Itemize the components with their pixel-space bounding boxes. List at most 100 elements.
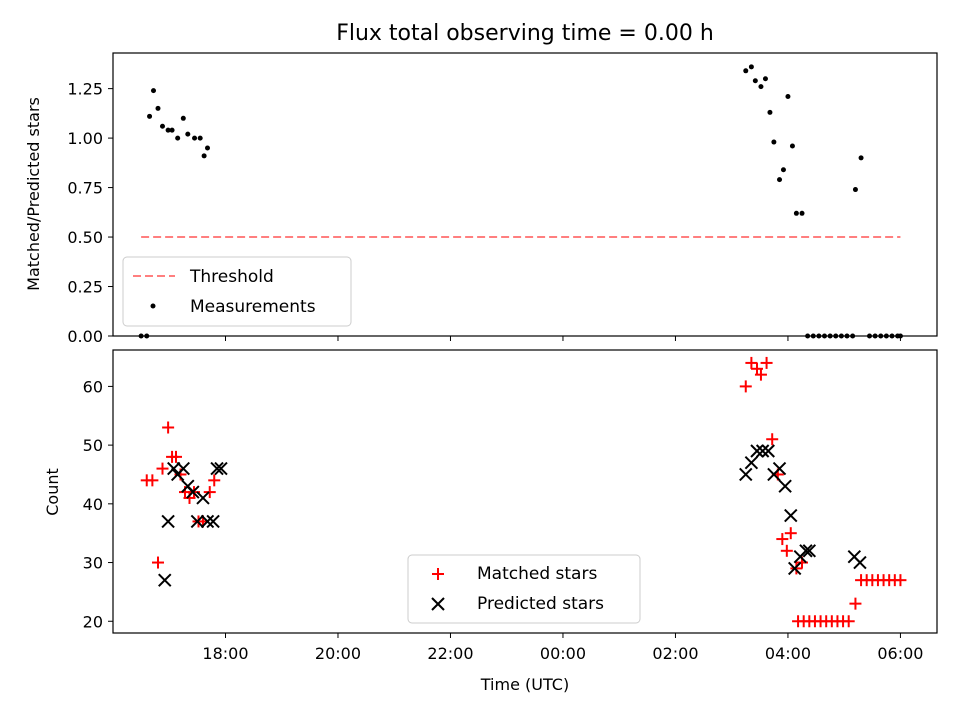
measurement-point: [175, 135, 181, 141]
measurement-point: [185, 131, 191, 137]
chart-title: Flux total observing time = 0.00 h: [336, 21, 714, 46]
ratio-panel-ylabel: Matched/Predicted stars: [24, 97, 43, 291]
measurement-point: [777, 177, 783, 183]
ratio-ytick-label: 1.25: [67, 80, 103, 99]
matched-star-point: [745, 356, 758, 369]
matched-star-point: [784, 527, 797, 540]
matched-legend-swatch: [432, 568, 444, 580]
count-ytick-label: 20: [83, 612, 103, 631]
measurement-point: [762, 76, 768, 82]
count-legend-frame: [407, 554, 641, 624]
matched-star-point: [842, 615, 855, 628]
predicted-star-point: [167, 461, 181, 476]
measurement-point: [767, 109, 773, 115]
predicted-star-point: [186, 485, 200, 499]
matched-star-point: [203, 486, 216, 499]
ratio-ytick-label: 1.00: [67, 129, 103, 148]
count-panel-frame: [112, 349, 938, 634]
matched-star-point: [156, 462, 169, 475]
count-panel-legend: Matched stars Predicted stars: [407, 554, 641, 624]
count-xtick-label: 06:00: [877, 644, 923, 663]
predicted-star-point: [200, 514, 215, 529]
ratio-ytick-label: 0.25: [67, 278, 103, 297]
predicted-star-point: [853, 555, 867, 570]
measurement-point: [155, 105, 161, 111]
matched-star-point: [894, 574, 907, 587]
measurement-point: [752, 78, 758, 84]
predicted-legend-swatch: [431, 597, 445, 611]
matched-star-point: [151, 556, 164, 569]
measurement-point: [799, 210, 805, 216]
matched-star-point: [766, 433, 779, 446]
matched-star-point: [790, 562, 803, 575]
measurement-point: [858, 155, 864, 161]
predicted-star-point: [739, 467, 753, 482]
matched-star-point: [849, 597, 862, 610]
count-ytick-label: 40: [83, 495, 103, 514]
predicted-star-point: [158, 573, 172, 587]
predicted-star-point: [744, 456, 759, 470]
measurement-point: [748, 64, 754, 70]
predicted-star-point: [176, 461, 191, 476]
predicted-star-point: [214, 461, 228, 476]
measurement-point: [201, 153, 207, 159]
predicted-star-point: [755, 444, 770, 458]
ratio-panel: 0.00 0.25 0.50 0.75 1.00 1.25 Matched/Predict…: [24, 52, 938, 346]
predicted-star-point: [784, 508, 798, 523]
measurement-point: [785, 94, 791, 100]
measurement-point: [169, 127, 175, 133]
measurement-point: [758, 84, 764, 90]
predicted-star-point: [196, 491, 210, 505]
predicted-star-point: [778, 479, 792, 493]
matched-star-point: [754, 368, 767, 381]
count-panel-ylabel: Count: [43, 468, 62, 516]
count-xtick-label: 22:00: [427, 644, 473, 663]
count-panel: 20 30 40 50 60 18:00 20:00 22:00 00:00 02:00 04:00…: [43, 349, 938, 694]
predicted-star-point: [206, 514, 220, 529]
predicted-star-point: [190, 514, 205, 529]
count-xtick-label: 00:00: [540, 644, 586, 663]
predicted-star-point: [210, 461, 224, 476]
measurements-legend-label: Measurements: [190, 297, 316, 317]
ratio-panel-legend: Threshold Measurements: [122, 256, 352, 327]
predicted-star-point: [772, 461, 787, 476]
predicted-star-point: [787, 561, 802, 576]
measurement-point: [789, 143, 795, 149]
count-xtick-label: 20:00: [315, 644, 361, 663]
count-xtick-label: 18:00: [202, 644, 248, 663]
count-xtick-label: 02:00: [652, 644, 698, 663]
measurement-point: [192, 135, 198, 141]
ratio-ytick-label: 0.50: [67, 228, 103, 247]
measurement-point: [204, 145, 210, 151]
count-ytick-label: 50: [83, 436, 103, 455]
predicted-star-point: [761, 444, 775, 458]
matched-legend-label: Matched stars: [477, 564, 597, 584]
predicted-star-point: [799, 544, 813, 558]
count-xtick-label: 04:00: [765, 644, 811, 663]
measurement-point: [793, 210, 799, 216]
measurement-point: [147, 113, 153, 119]
measurement-point: [150, 88, 156, 94]
matched-star-point: [776, 533, 789, 546]
matched-star-point: [208, 474, 221, 487]
measurement-point: [165, 127, 171, 133]
predicted-legend-label: Predicted stars: [477, 594, 604, 614]
measurement-point: [180, 115, 186, 121]
measurement-point: [159, 123, 165, 129]
predicted-star-point: [161, 514, 175, 529]
predicted-star-point: [750, 444, 764, 458]
matched-star-point: [739, 380, 752, 393]
measurement-point: [771, 139, 777, 145]
ratio-ytick-label: 0.75: [67, 179, 103, 198]
count-panel-xlabel: Time (UTC): [480, 675, 569, 694]
measurement-point: [852, 187, 858, 193]
count-ytick-label: 60: [83, 377, 103, 396]
matched-star-point: [760, 356, 773, 369]
ratio-ytick-label: 0.00: [67, 327, 103, 346]
predicted-star-point: [802, 544, 817, 558]
matched-star-point: [146, 474, 159, 487]
measurement-point: [743, 68, 749, 74]
ratio-panel-frame: [112, 52, 938, 337]
measurements-legend-swatch: [150, 303, 156, 309]
